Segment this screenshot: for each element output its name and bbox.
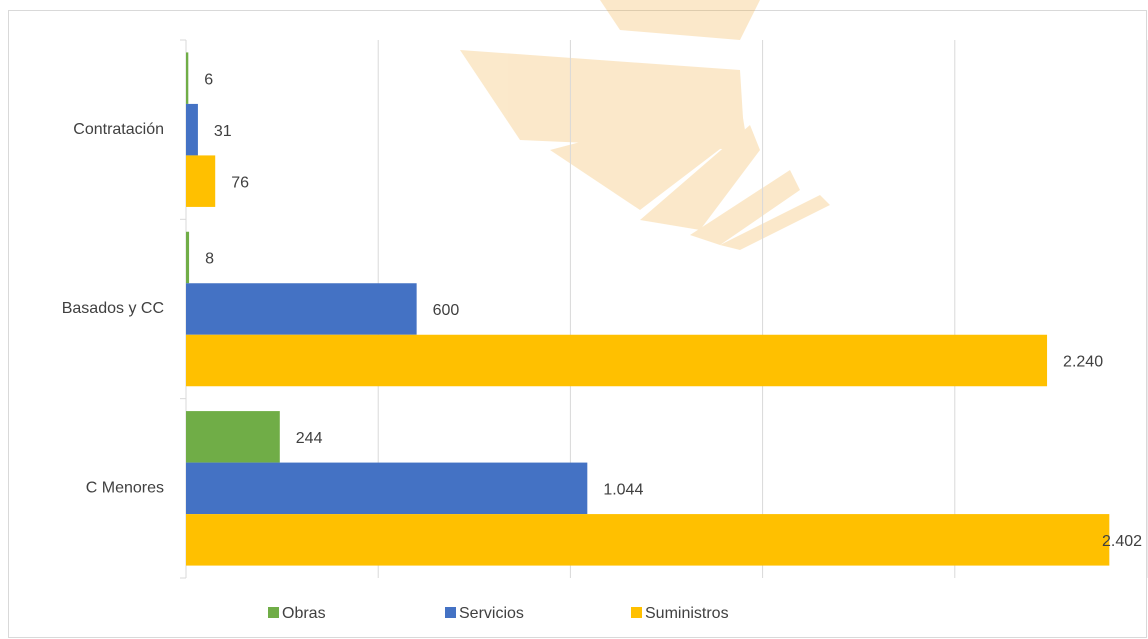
watermark <box>460 0 830 250</box>
legend-label: Obras <box>282 605 326 622</box>
bar <box>186 411 280 463</box>
legend-swatch <box>631 607 642 618</box>
value-label: 31 <box>214 123 232 140</box>
value-label: 8 <box>205 251 214 268</box>
bar <box>186 231 190 284</box>
watermark-ray <box>460 50 745 150</box>
y-tick-label: Contratación <box>73 121 164 138</box>
bar <box>186 514 1110 566</box>
watermark-ray <box>640 125 760 230</box>
watermark-ray <box>600 0 760 40</box>
value-label: 600 <box>433 302 460 319</box>
bar <box>186 103 198 156</box>
legend-swatch <box>268 607 279 618</box>
legend-label: Suministros <box>645 605 729 622</box>
y-tick-label: Basados y CC <box>62 300 164 317</box>
value-label: 76 <box>231 174 249 191</box>
bar <box>186 334 1048 387</box>
legend-swatch <box>445 607 456 618</box>
y-tick-label: C Menores <box>86 480 164 497</box>
watermark-ray <box>720 195 830 250</box>
legend-label: Servicios <box>459 605 524 622</box>
value-label: 6 <box>204 71 213 88</box>
value-label: 2.402 <box>1102 533 1142 550</box>
value-label: 1.044 <box>603 482 643 499</box>
bar <box>186 462 588 515</box>
bar <box>186 52 189 104</box>
value-label: 244 <box>296 430 323 447</box>
watermark-ray <box>690 170 800 245</box>
watermark-ray <box>550 100 745 210</box>
value-label: 2.240 <box>1063 354 1103 371</box>
bar <box>186 283 417 335</box>
bar <box>186 155 216 207</box>
